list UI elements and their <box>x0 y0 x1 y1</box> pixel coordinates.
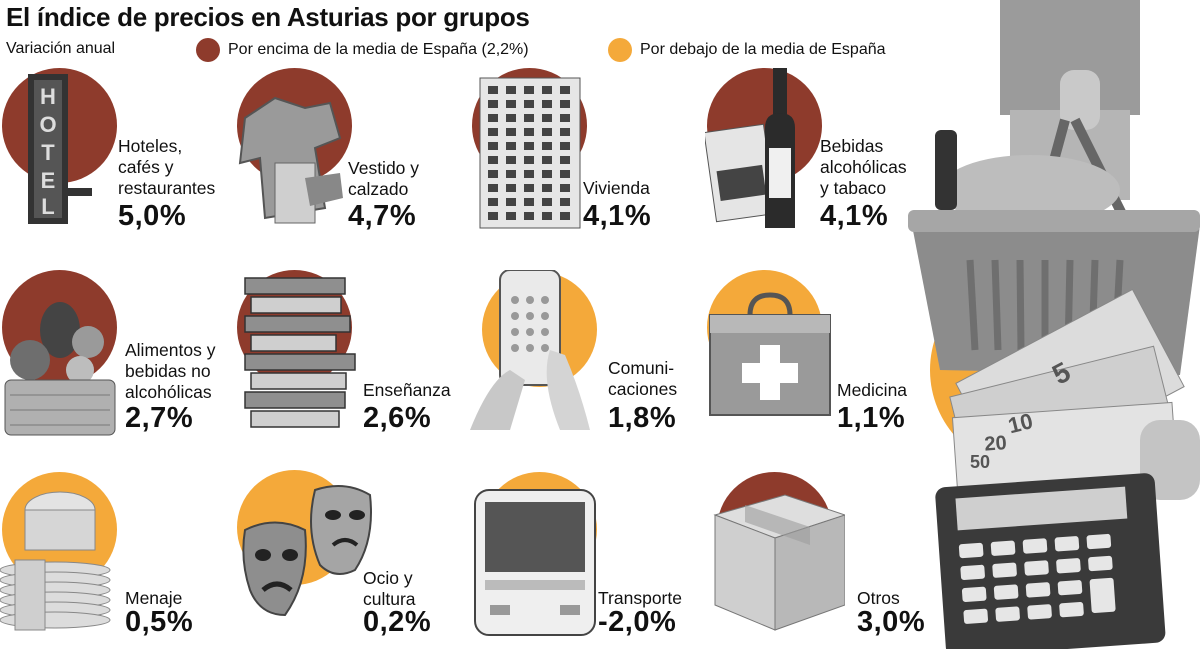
shopping-basket-money-calculator-illustration: 5 10 20 50 <box>908 0 1200 649</box>
subtitle: Variación anual <box>6 40 116 57</box>
group-card: Otros 3,0% <box>705 470 940 649</box>
group-label: Transporte <box>598 588 682 608</box>
calculator <box>935 473 1166 649</box>
food-basket-icon <box>4 302 116 436</box>
svg-text:L: L <box>41 194 54 219</box>
group-label: Alimentos y bebidas no alcohólicas <box>125 340 216 402</box>
group-value: 2,7% <box>125 402 194 434</box>
group-label: Ocio y cultura <box>363 568 416 609</box>
smartphone-icon <box>470 270 590 430</box>
group-card: Menaje 0,5% <box>0 470 235 649</box>
group-card: Ocio y cultura 0,2% <box>235 470 470 649</box>
group-value: 3,0% <box>857 606 926 638</box>
group-card: Medicina 1,1% <box>705 270 940 460</box>
legend-below-swatch <box>608 38 632 62</box>
legend-above-label: Por encima de la media de España (2,2%) <box>228 41 529 58</box>
group-card: Comuni- caciones 1,8% <box>470 270 705 460</box>
first-aid-kit-icon <box>709 292 831 416</box>
group-card: Vivienda 4,1% <box>470 68 705 258</box>
legend-below: Por debajo de la media de España <box>608 38 886 62</box>
group-value: 0,2% <box>363 606 432 638</box>
legend-below-label: Por debajo de la media de España <box>640 41 886 58</box>
group-value: 4,1% <box>583 200 652 232</box>
group-label: Medicina <box>837 380 908 400</box>
legend: Variación anual Por encima de la media d… <box>0 38 960 62</box>
euro-banknotes: 5 10 20 50 <box>949 288 1185 505</box>
group-card: Enseñanza 2,6% <box>235 270 470 460</box>
group-label: Vivienda <box>583 178 650 198</box>
group-value: 5,0% <box>118 200 187 232</box>
group-label: Bebidas alcohólicas y tabaco <box>820 136 907 198</box>
group-card: Transporte -2,0% <box>470 470 705 649</box>
page-title: El índice de precios en Asturias por gru… <box>6 2 530 32</box>
building-icon <box>479 77 581 229</box>
person-hand <box>1060 70 1100 130</box>
bus-icon <box>474 489 596 636</box>
group-value: 4,7% <box>348 200 417 232</box>
books-icon <box>244 277 356 428</box>
group-value: 0,5% <box>125 606 194 638</box>
svg-text:O: O <box>39 112 56 137</box>
svg-text:H: H <box>40 84 56 109</box>
groceries <box>940 155 1120 225</box>
basket-rim <box>908 210 1200 232</box>
svg-text:20: 20 <box>984 432 1008 455</box>
group-label: Comuni- caciones <box>608 358 678 399</box>
svg-text:E: E <box>41 168 56 193</box>
group-value: -2,0% <box>598 606 677 638</box>
group-value: 2,6% <box>363 402 432 434</box>
svg-text:10: 10 <box>1006 408 1036 438</box>
wine-cigarettes-icon <box>705 68 795 228</box>
theater-masks-icon <box>242 485 372 617</box>
group-label: Vestido y calzado <box>348 158 420 199</box>
bottle <box>935 130 957 210</box>
group-card: Vestido y calzado 4,7% <box>235 68 470 258</box>
group-value: 1,8% <box>608 402 677 434</box>
box-icon <box>713 494 845 631</box>
svg-text:T: T <box>41 140 55 165</box>
clothing-icon <box>238 96 343 224</box>
svg-text:50: 50 <box>970 452 990 472</box>
group-value: 1,1% <box>837 402 906 434</box>
group-label: Enseñanza <box>363 380 451 400</box>
group-card: Alimentos y bebidas no alcohólicas 2,7% <box>0 270 235 460</box>
hand-holding-notes <box>1140 420 1200 500</box>
group-label: Hoteles, cafés y restaurantes <box>118 136 216 198</box>
group-label: Otros <box>857 588 900 608</box>
legend-above: Por encima de la media de España (2,2%) <box>196 38 529 62</box>
legend-above-swatch <box>196 38 220 62</box>
group-card: Bebidas alcohólicas y tabaco 4,1% <box>705 68 940 258</box>
group-label: Menaje <box>125 588 183 608</box>
dishes-icon <box>0 491 111 631</box>
group-value: 4,1% <box>820 200 889 232</box>
group-card: H O T E L Hoteles, cafés y restaurantes 5,0% <box>0 68 235 258</box>
